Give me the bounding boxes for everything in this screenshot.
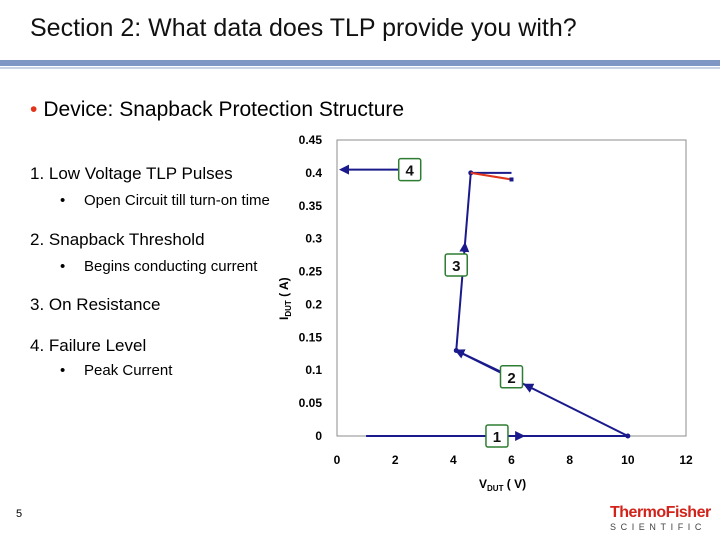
- callout-box: [485, 424, 509, 448]
- callout-box: [397, 157, 422, 182]
- y-tick-label: 0.3: [305, 232, 322, 246]
- slide-title: Section 2: What data does TLP provide yo…: [30, 14, 577, 42]
- callout-label: 2: [507, 370, 515, 387]
- failure-segment-line: [470, 171, 512, 181]
- y-tick-label: 0.05: [299, 396, 323, 410]
- sub-bullet-icon: •: [60, 362, 66, 379]
- y-tick-label: 0.25: [299, 265, 323, 279]
- callout-label: 1: [493, 429, 501, 446]
- y-tick-label: 0.45: [299, 133, 323, 147]
- plot-area-frame: [336, 139, 687, 437]
- x-axis-label-sub: DUT: [487, 484, 504, 493]
- logo-line-1: ThermoFisher: [610, 504, 711, 521]
- sub-bullet-icon: •: [60, 258, 66, 275]
- x-tick-label: 6: [508, 453, 515, 467]
- callout-label: 4: [406, 163, 415, 180]
- sub-item-begins-conducting: • Begins conducting current: [60, 258, 257, 275]
- x-axis-label-unit: ( V): [503, 477, 526, 491]
- end-point-marker: [509, 177, 514, 182]
- y-tick-label: 0.35: [299, 199, 323, 213]
- callout-label: 3: [452, 258, 460, 275]
- item-snapback-threshold: 2. Snapback Threshold: [30, 230, 205, 249]
- item-failure-level: 4. Failure Level: [30, 336, 147, 355]
- x-tick-label: 8: [566, 453, 573, 467]
- x-axis-label-main: V: [479, 477, 487, 491]
- data-point: [625, 433, 631, 439]
- device-bullet: • Device: Snapback Protection Structure: [30, 98, 404, 122]
- x-tick-label: 2: [392, 453, 399, 467]
- y-axis-label: IDUT ( A): [277, 277, 293, 320]
- y-axis-label-unit: ( A): [277, 277, 291, 300]
- sub-item-open-circuit-text: Open Circuit till turn-on time: [84, 192, 270, 209]
- page-number: 5: [16, 508, 23, 520]
- y-tick-label: 0: [315, 429, 322, 443]
- x-tick-label: 12: [679, 453, 693, 467]
- y-tick-label: 0.15: [299, 330, 323, 344]
- y-tick-label: 0.1: [305, 363, 322, 377]
- item-low-voltage: 1. Low Voltage TLP Pulses: [30, 164, 233, 183]
- y-axis-label-sub: DUT: [284, 300, 293, 317]
- device-bullet-text: Device: Snapback Protection Structure: [43, 98, 405, 121]
- y-axis-label-main: I: [277, 317, 291, 320]
- sub-item-open-circuit: • Open Circuit till turn-on time: [60, 192, 270, 209]
- y-tick-label: 0.4: [305, 166, 322, 180]
- item-on-resistance: 3. On Resistance: [30, 295, 161, 314]
- bullet-dot-icon: •: [30, 98, 38, 121]
- x-tick-label: 4: [450, 453, 457, 467]
- sub-item-peak-current: • Peak Current: [60, 362, 172, 379]
- x-tick-label: 0: [334, 453, 341, 467]
- x-tick-label: 10: [621, 453, 635, 467]
- thermo-fisher-logo: ThermoFisher SCIENTIFIC: [610, 504, 711, 533]
- y-tick-label: 0.2: [305, 297, 322, 311]
- callout-box: [499, 365, 524, 389]
- iv-curve-line: [366, 171, 629, 437]
- title-divider-thin: [0, 67, 720, 69]
- sub-item-peak-current-text: Peak Current: [84, 362, 173, 379]
- title-divider: [0, 60, 720, 66]
- logo-line-2: SCIENTIFIC: [610, 522, 707, 532]
- x-axis-label: VDUT ( V): [479, 477, 526, 493]
- sub-item-begins-conducting-text: Begins conducting current: [84, 258, 258, 275]
- callout-box: [444, 253, 468, 277]
- sub-bullet-icon: •: [60, 192, 66, 209]
